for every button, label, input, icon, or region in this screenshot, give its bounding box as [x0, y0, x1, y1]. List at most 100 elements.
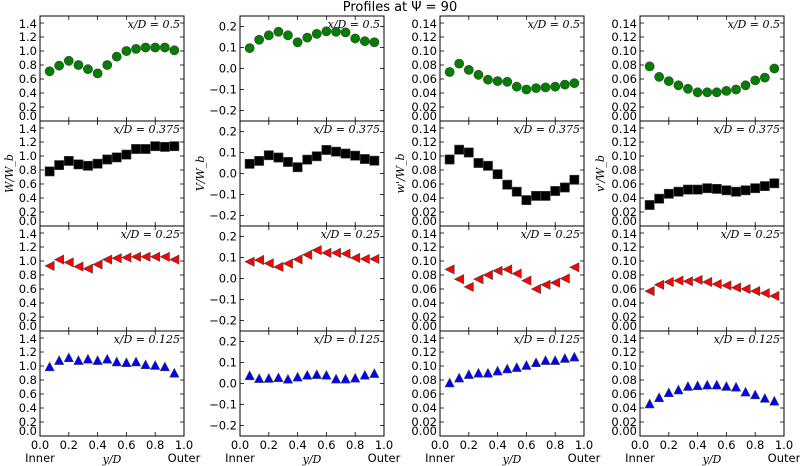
- data-point: [663, 276, 674, 288]
- y-tick-label: 0.14: [611, 17, 637, 31]
- subplot-annotation: x/D = 0.25: [121, 228, 180, 241]
- data-point: [559, 79, 570, 90]
- y-tick-label: 0.00: [611, 424, 637, 438]
- y-tick-label: 0.4: [19, 401, 37, 415]
- data-point: [540, 279, 551, 290]
- data-point: [369, 155, 380, 166]
- data-point: [569, 262, 580, 273]
- data-point: [292, 162, 303, 173]
- data-point: [721, 381, 732, 391]
- y-tick-label: 0.6: [19, 387, 37, 401]
- data-point: [54, 60, 65, 71]
- y-tick-label: 0.08: [611, 373, 637, 387]
- y-tick-label: 0.14: [611, 227, 637, 241]
- y-tick-label: 0.12: [611, 240, 637, 254]
- subplot-annotation: x/D = 0.125: [514, 333, 580, 346]
- y-tick-label: 1.0: [19, 254, 37, 268]
- data-point: [444, 377, 455, 388]
- inner-label: Inner: [25, 451, 55, 465]
- data-point: [740, 386, 751, 397]
- y-tick-label: 0.1: [219, 146, 237, 160]
- data-point: [359, 154, 370, 164]
- subplot-annotation: x/D = 0.125: [714, 333, 780, 346]
- data-point: [159, 142, 170, 152]
- y-tick-label: 0.14: [411, 122, 437, 136]
- data-point: [54, 355, 65, 365]
- x-tick-label: 0.8: [346, 438, 364, 452]
- data-point: [482, 367, 494, 378]
- y-tick-label: 0.04: [411, 191, 437, 205]
- data-point: [102, 353, 113, 364]
- data-point: [569, 351, 580, 362]
- data-point: [711, 87, 722, 98]
- data-point: [292, 371, 303, 382]
- data-point: [683, 83, 693, 94]
- data-point: [102, 154, 113, 165]
- data-point: [359, 253, 370, 265]
- data-point: [150, 360, 161, 370]
- data-point: [302, 154, 313, 165]
- data-point: [321, 145, 332, 155]
- data-point: [531, 191, 541, 201]
- data-point: [282, 373, 294, 384]
- data-point: [531, 83, 541, 93]
- data-point: [673, 384, 684, 395]
- data-point: [463, 65, 474, 75]
- figure-title: Profiles at Ψ = 90: [342, 0, 458, 15]
- outer-label: Outer: [368, 451, 401, 465]
- y-tick-label: 0.04: [611, 296, 637, 310]
- data-point: [244, 43, 255, 54]
- data-point: [550, 186, 561, 196]
- data-point: [654, 193, 665, 204]
- x-tick-label: 0.0: [431, 438, 449, 452]
- y-tick-label: 1.4: [19, 122, 37, 136]
- y-tick-label: 0.2: [19, 310, 37, 324]
- data-point: [331, 146, 341, 157]
- axes-frame: [239, 225, 385, 332]
- subplot-annotation: x/D = 0.375: [714, 123, 780, 136]
- data-point: [253, 254, 265, 266]
- y-tick-label: 0.1: [219, 356, 237, 370]
- data-point: [63, 257, 74, 268]
- data-point: [759, 181, 770, 191]
- data-point: [483, 160, 493, 171]
- y-tick-label: 0.04: [411, 296, 437, 310]
- inner-label: Inner: [425, 451, 455, 465]
- subplot-annotation: x/D = 0.125: [114, 333, 180, 346]
- y-tick-label: −0.2: [209, 314, 237, 328]
- data-point: [92, 68, 103, 79]
- y-tick-label: 0.12: [411, 240, 437, 254]
- y-tick-label: 0.02: [411, 415, 437, 429]
- data-point: [759, 288, 770, 299]
- data-point: [73, 261, 84, 272]
- data-point: [483, 74, 493, 85]
- data-point: [44, 260, 55, 271]
- data-point: [550, 81, 561, 92]
- data-point: [169, 141, 180, 152]
- axes-frame: [439, 15, 585, 122]
- axes-frame: [439, 330, 585, 437]
- data-point: [454, 144, 465, 155]
- data-point: [330, 247, 341, 258]
- data-point: [111, 356, 122, 367]
- data-point: [359, 36, 370, 47]
- data-point: [244, 256, 255, 267]
- axes-frame: [639, 330, 785, 437]
- data-point: [702, 87, 713, 98]
- data-point: [273, 372, 284, 383]
- data-point: [769, 178, 780, 189]
- data-point: [463, 369, 474, 379]
- y-tick-label: 1.4: [19, 227, 37, 241]
- y-tick-label: 0.10: [411, 254, 437, 268]
- axes-frame: [639, 15, 785, 122]
- data-point: [473, 158, 484, 168]
- y-tick-label: 0.14: [411, 17, 437, 31]
- data-point: [769, 290, 780, 302]
- data-point: [663, 188, 674, 199]
- y-tick-label: 0.2: [219, 230, 237, 244]
- y-tick-label: 0.12: [611, 135, 637, 149]
- data-point: [644, 286, 655, 297]
- data-point: [369, 253, 380, 265]
- y-tick-label: 0.0: [19, 109, 37, 123]
- y-tick-label: 0.12: [411, 345, 437, 359]
